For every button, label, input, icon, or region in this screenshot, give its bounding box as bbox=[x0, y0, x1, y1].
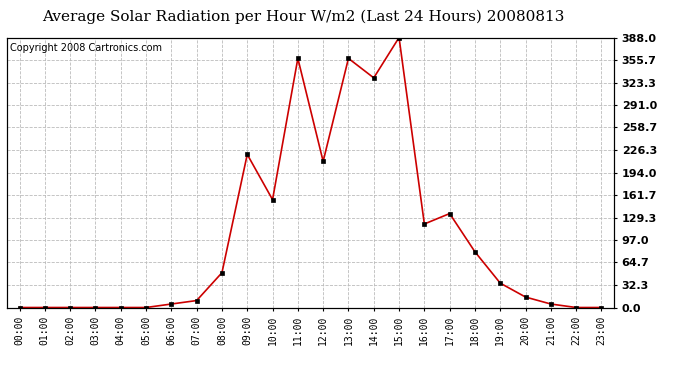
Text: Copyright 2008 Cartronics.com: Copyright 2008 Cartronics.com bbox=[10, 43, 162, 53]
Text: Average Solar Radiation per Hour W/m2 (Last 24 Hours) 20080813: Average Solar Radiation per Hour W/m2 (L… bbox=[42, 9, 565, 24]
